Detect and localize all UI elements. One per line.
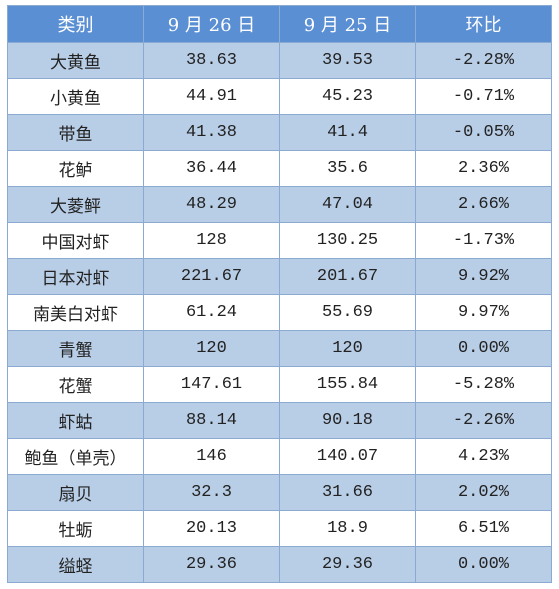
table-row: 花鲈 36.44 35.6 2.36% bbox=[7, 150, 552, 187]
table-row: 南美白对虾 61.24 55.69 9.97% bbox=[7, 294, 552, 331]
table-row: 扇贝 32.3 31.66 2.02% bbox=[7, 474, 552, 511]
table-row: 花蟹 147.61 155.84 -5.28% bbox=[7, 366, 552, 403]
value-cell: 221.67 bbox=[143, 258, 280, 295]
value-cell: 4.23% bbox=[415, 438, 552, 475]
value-cell: -2.26% bbox=[415, 402, 552, 439]
value-cell: 6.51% bbox=[415, 510, 552, 547]
value-cell: 55.69 bbox=[279, 294, 416, 331]
value-cell: 47.04 bbox=[279, 186, 416, 223]
value-cell: 201.67 bbox=[279, 258, 416, 295]
category-cell: 虾蛄 bbox=[7, 402, 144, 439]
value-cell: 140.07 bbox=[279, 438, 416, 475]
category-cell: 小黄鱼 bbox=[7, 78, 144, 115]
table-row: 鲍鱼（单壳） 146 140.07 4.23% bbox=[7, 438, 552, 475]
value-cell: 88.14 bbox=[143, 402, 280, 439]
value-cell: 130.25 bbox=[279, 222, 416, 259]
value-cell: 39.53 bbox=[279, 42, 416, 79]
value-cell: -0.71% bbox=[415, 78, 552, 115]
category-cell: 中国对虾 bbox=[7, 222, 144, 259]
category-cell: 花蟹 bbox=[7, 366, 144, 403]
value-cell: -2.28% bbox=[415, 42, 552, 79]
category-cell: 缢蛏 bbox=[7, 546, 144, 583]
category-cell: 鲍鱼（单壳） bbox=[7, 438, 144, 475]
category-cell: 大菱鲆 bbox=[7, 186, 144, 223]
header-cell: 9 月 25 日 bbox=[279, 5, 416, 43]
value-cell: 146 bbox=[143, 438, 280, 475]
value-cell: 29.36 bbox=[143, 546, 280, 583]
value-cell: 155.84 bbox=[279, 366, 416, 403]
value-cell: 90.18 bbox=[279, 402, 416, 439]
category-cell: 南美白对虾 bbox=[7, 294, 144, 331]
value-cell: 35.6 bbox=[279, 150, 416, 187]
value-cell: 38.63 bbox=[143, 42, 280, 79]
category-cell: 日本对虾 bbox=[7, 258, 144, 295]
value-cell: 36.44 bbox=[143, 150, 280, 187]
value-cell: -1.73% bbox=[415, 222, 552, 259]
table-row: 中国对虾 128 130.25 -1.73% bbox=[7, 222, 552, 259]
value-cell: 18.9 bbox=[279, 510, 416, 547]
table-row: 带鱼 41.38 41.4 -0.05% bbox=[7, 114, 552, 151]
value-cell: 20.13 bbox=[143, 510, 280, 547]
value-cell: 120 bbox=[279, 330, 416, 367]
value-cell: 147.61 bbox=[143, 366, 280, 403]
value-cell: 41.4 bbox=[279, 114, 416, 151]
value-cell: -0.05% bbox=[415, 114, 552, 151]
value-cell: 128 bbox=[143, 222, 280, 259]
category-cell: 青蟹 bbox=[7, 330, 144, 367]
value-cell: 45.23 bbox=[279, 78, 416, 115]
value-cell: 29.36 bbox=[279, 546, 416, 583]
value-cell: 48.29 bbox=[143, 186, 280, 223]
value-cell: 120 bbox=[143, 330, 280, 367]
category-cell: 花鲈 bbox=[7, 150, 144, 187]
value-cell: 2.66% bbox=[415, 186, 552, 223]
table-row: 虾蛄 88.14 90.18 -2.26% bbox=[7, 402, 552, 439]
category-cell: 牡蛎 bbox=[7, 510, 144, 547]
table-row: 缢蛏 29.36 29.36 0.00% bbox=[7, 546, 552, 583]
value-cell: 0.00% bbox=[415, 330, 552, 367]
header-cell: 类别 bbox=[7, 5, 144, 43]
table-row: 小黄鱼 44.91 45.23 -0.71% bbox=[7, 78, 552, 115]
value-cell: 2.02% bbox=[415, 474, 552, 511]
value-cell: 44.91 bbox=[143, 78, 280, 115]
category-cell: 大黄鱼 bbox=[7, 42, 144, 79]
category-cell: 扇贝 bbox=[7, 474, 144, 511]
value-cell: 2.36% bbox=[415, 150, 552, 187]
value-cell: 31.66 bbox=[279, 474, 416, 511]
table-row: 牡蛎 20.13 18.9 6.51% bbox=[7, 510, 552, 547]
header-cell: 9 月 26 日 bbox=[143, 5, 280, 43]
header-cell: 环比 bbox=[415, 5, 552, 43]
value-cell: 0.00% bbox=[415, 546, 552, 583]
value-cell: 41.38 bbox=[143, 114, 280, 151]
value-cell: -5.28% bbox=[415, 366, 552, 403]
value-cell: 9.97% bbox=[415, 294, 552, 331]
value-cell: 32.3 bbox=[143, 474, 280, 511]
category-cell: 带鱼 bbox=[7, 114, 144, 151]
table-row: 青蟹 120 120 0.00% bbox=[7, 330, 552, 367]
value-cell: 61.24 bbox=[143, 294, 280, 331]
table-row: 大黄鱼 38.63 39.53 -2.28% bbox=[7, 42, 552, 79]
table-body: 大黄鱼 38.63 39.53 -2.28% 小黄鱼 44.91 45.23 -0.71% 带鱼… bbox=[7, 42, 552, 583]
table-row: 大菱鲆 48.29 47.04 2.66% bbox=[7, 186, 552, 223]
value-cell: 9.92% bbox=[415, 258, 552, 295]
table-row: 日本对虾 221.67 201.67 9.92% bbox=[7, 258, 552, 295]
